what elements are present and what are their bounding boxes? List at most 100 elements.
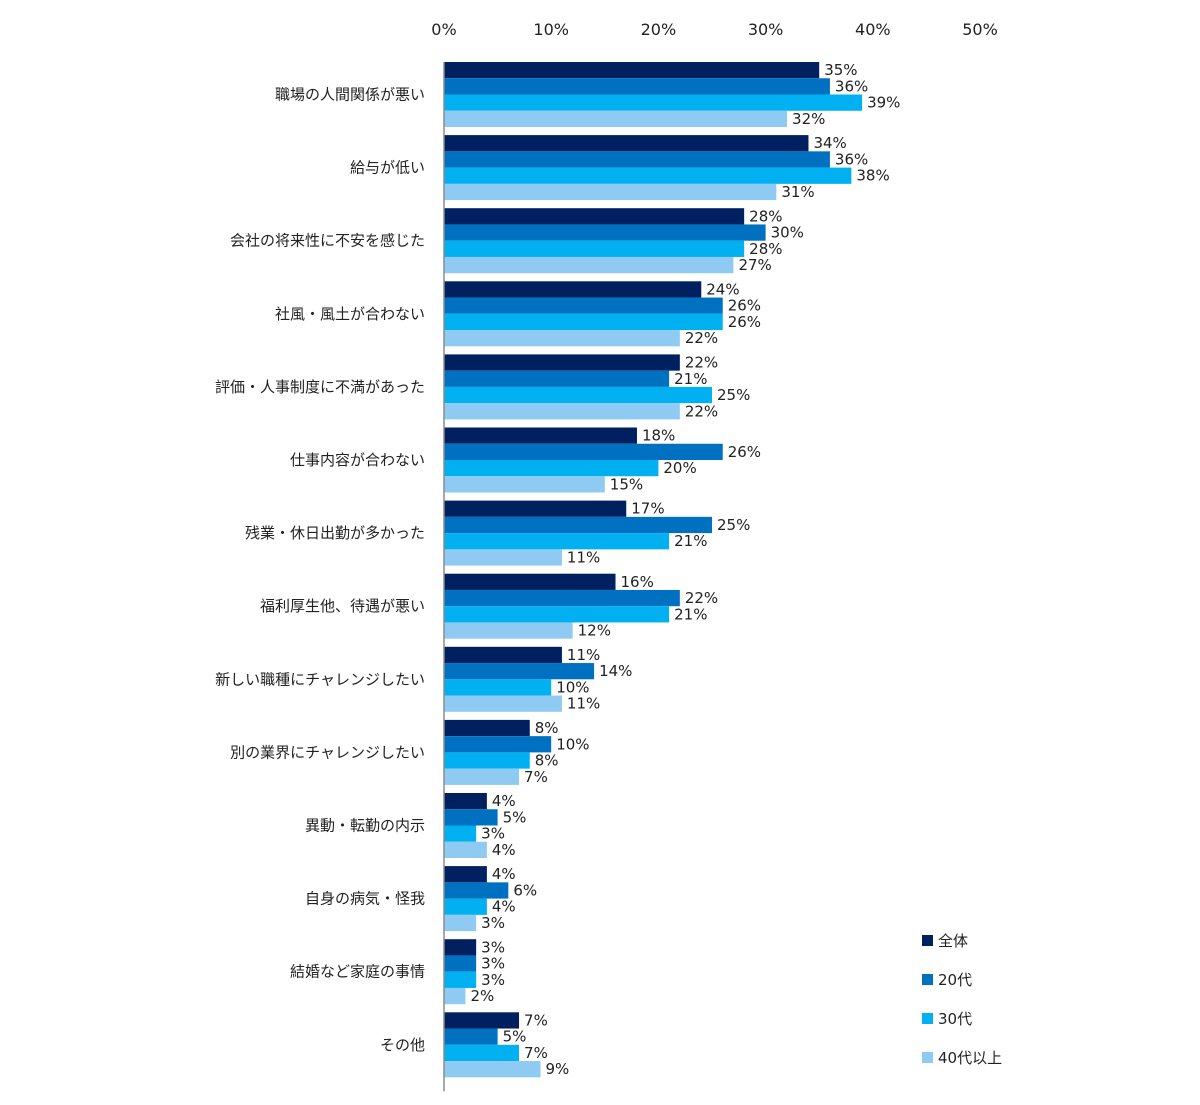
bar — [444, 646, 562, 664]
category-label: 自身の病気・怪我 — [305, 890, 425, 908]
bar — [444, 1028, 498, 1045]
data-label: 26% — [728, 313, 761, 331]
data-label: 2% — [470, 987, 494, 1005]
category-label: 社風・風土が合わない — [275, 305, 425, 323]
data-label: 17% — [631, 500, 664, 518]
data-label: 34% — [813, 134, 846, 152]
legend-swatch — [922, 1052, 933, 1063]
data-label: 15% — [610, 475, 643, 493]
data-label: 10% — [556, 678, 589, 696]
bar — [444, 622, 573, 639]
category-label: 残業・休日出勤が多かった — [245, 524, 425, 542]
data-label: 39% — [867, 94, 900, 112]
bar — [444, 370, 670, 387]
x-tick-label: 50% — [962, 20, 998, 39]
bar — [444, 841, 487, 858]
legend: 全体 20代 30代 40代以上 — [922, 932, 1002, 1067]
bar — [444, 679, 552, 696]
data-label: 11% — [567, 646, 600, 664]
data-label: 8% — [535, 719, 559, 737]
data-label: 4% — [492, 792, 516, 810]
data-label: 32% — [792, 110, 825, 128]
legend-label: 20代 — [938, 971, 972, 989]
bar — [444, 971, 477, 988]
legend-label: 40代以上 — [938, 1049, 1002, 1067]
data-label: 36% — [835, 150, 868, 168]
data-label: 10% — [556, 735, 589, 753]
data-label: 22% — [685, 329, 718, 347]
x-axis-ticks: 0% 10% 20% 30% 40% 50% — [431, 20, 997, 39]
x-tick-label: 20% — [641, 20, 677, 39]
bar — [444, 768, 520, 785]
bar — [444, 1012, 520, 1029]
legend-label: 30代 — [938, 1010, 972, 1028]
data-label: 4% — [492, 898, 516, 916]
x-tick-label: 40% — [855, 20, 891, 39]
legend-swatch — [922, 935, 933, 946]
bar — [444, 443, 723, 460]
data-label: 4% — [492, 841, 516, 859]
bar — [444, 549, 562, 566]
data-label: 26% — [728, 297, 761, 315]
bar — [444, 589, 680, 607]
data-label: 8% — [535, 752, 559, 770]
data-label: 28% — [749, 240, 782, 258]
bar — [444, 297, 723, 314]
data-label: 30% — [771, 224, 804, 242]
bars — [444, 62, 863, 1078]
bar — [444, 1061, 541, 1078]
bar — [444, 533, 670, 550]
category-label: 仕事内容が合わない — [290, 451, 425, 469]
bar — [444, 793, 487, 810]
data-label: 22% — [685, 354, 718, 372]
bar — [444, 866, 487, 883]
data-label: 22% — [685, 589, 718, 607]
data-label: 26% — [728, 443, 761, 461]
bar — [444, 752, 530, 769]
bar — [444, 427, 637, 444]
data-label: 28% — [749, 207, 782, 225]
bar — [444, 987, 466, 1005]
data-label: 6% — [513, 881, 537, 899]
data-label: 3% — [481, 825, 505, 843]
data-label: 12% — [578, 622, 611, 640]
legend-swatch — [922, 1013, 933, 1024]
bar — [444, 460, 659, 477]
bar — [444, 914, 477, 932]
category-label: 給与が低い — [350, 159, 425, 177]
category-label: その他 — [380, 1036, 425, 1054]
data-label: 21% — [674, 605, 707, 623]
data-labels: 35%36%39%32%34%36%38%31%28%30%28%27%24%2… — [470, 61, 900, 1078]
data-label: 5% — [503, 1028, 527, 1046]
category-label: 評価・人事制度に不満があった — [215, 378, 425, 396]
legend-label: 全体 — [938, 932, 968, 950]
bar — [444, 606, 670, 623]
x-tick-label: 10% — [533, 20, 569, 39]
category-labels: 職場の人間関係が悪い給与が低い会社の将来性に不安を感じた社風・風土が合わない評価… — [215, 86, 425, 1054]
bar — [444, 240, 745, 257]
bar — [444, 256, 734, 274]
data-label: 11% — [567, 695, 600, 713]
bar — [444, 94, 863, 111]
data-label: 21% — [674, 532, 707, 550]
bar — [444, 183, 777, 201]
data-label: 38% — [856, 167, 889, 185]
bar — [444, 695, 562, 712]
category-label: 別の業界にチャレンジしたい — [230, 743, 425, 761]
bar — [444, 208, 745, 225]
bar — [444, 719, 530, 737]
data-label: 21% — [674, 370, 707, 388]
bar — [444, 939, 477, 956]
bar — [444, 224, 766, 241]
bar — [444, 62, 820, 79]
data-label: 3% — [481, 971, 505, 989]
x-tick-label: 0% — [431, 20, 456, 39]
category-label: 異動・転勤の内示 — [305, 817, 425, 835]
data-label: 7% — [524, 768, 548, 786]
data-label: 22% — [685, 402, 718, 420]
data-label: 25% — [717, 516, 750, 534]
data-label: 7% — [524, 1044, 548, 1062]
bar — [444, 330, 680, 347]
bar — [444, 313, 723, 331]
